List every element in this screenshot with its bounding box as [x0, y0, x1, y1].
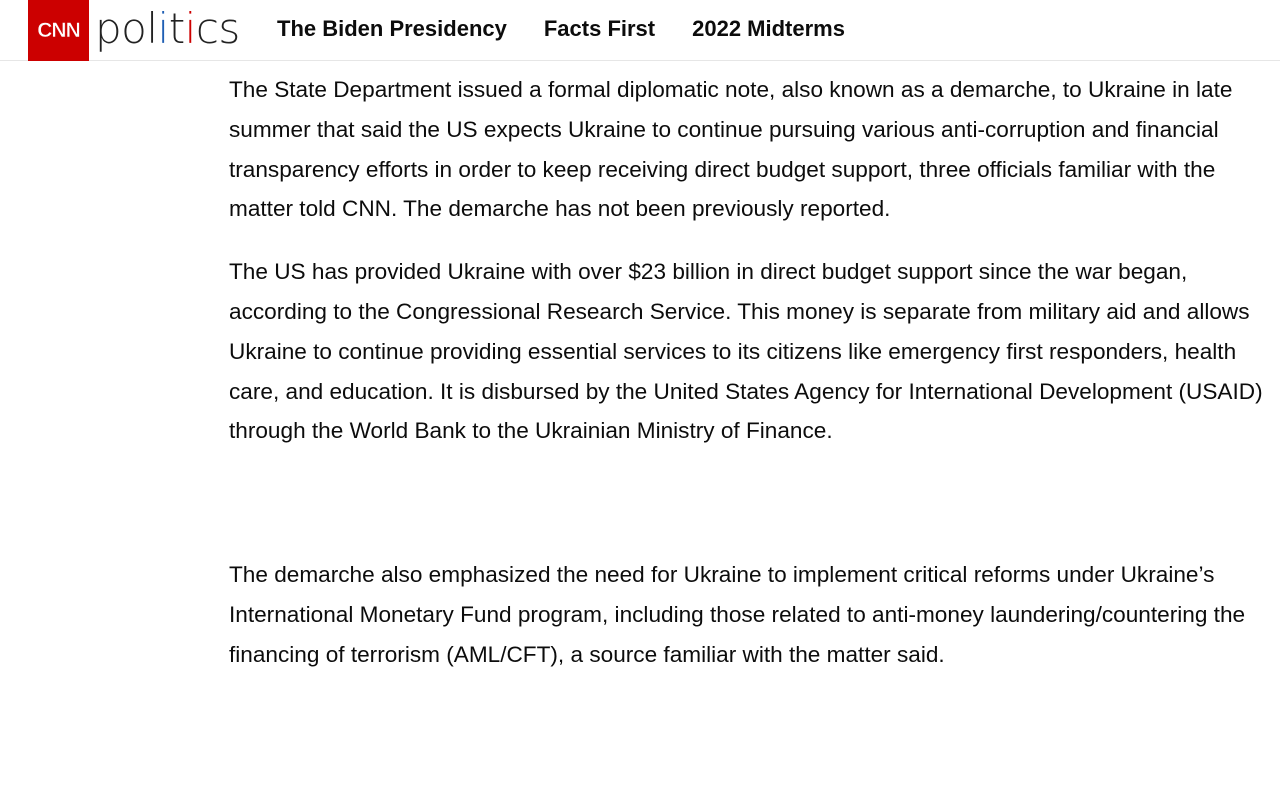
site-header: CNN politics The Biden Presidency Facts …	[0, 0, 1280, 61]
nav-facts-first[interactable]: Facts First	[543, 16, 656, 41]
cnn-logo[interactable]: CNN	[28, 0, 89, 61]
paragraph: The demarche also emphasized the need fo…	[229, 562, 1246, 667]
article-body: The State Department issued a formal dip…	[229, 70, 1269, 698]
paragraph: The US has provided Ukraine with over $2…	[229, 259, 1263, 444]
paragraph: The State Department issued a formal dip…	[229, 77, 1233, 222]
nav-biden-presidency[interactable]: The Biden Presidency	[277, 16, 507, 41]
spacer	[229, 474, 1269, 555]
nav-2022-midterms[interactable]: 2022 Midterms	[692, 16, 845, 41]
politics-brand-link[interactable]: politics	[95, 4, 240, 53]
main-nav: The Biden Presidency Facts First 2022 Mi…	[277, 16, 845, 42]
